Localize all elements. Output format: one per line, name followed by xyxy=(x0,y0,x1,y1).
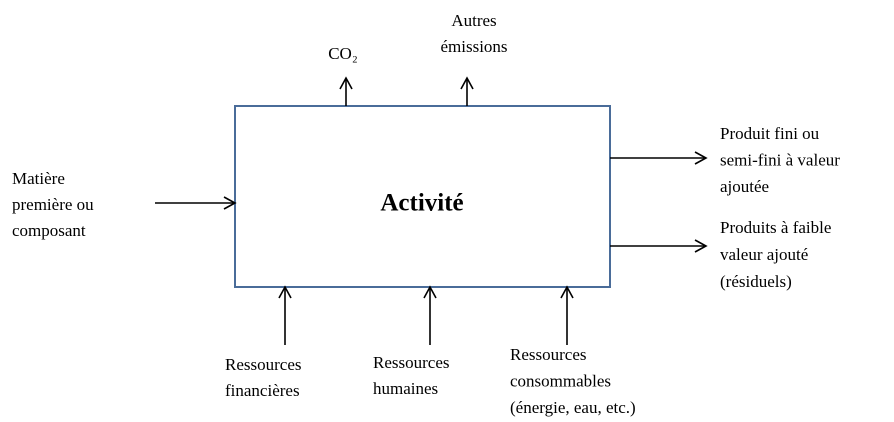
activity-label: Activité xyxy=(380,190,463,217)
label-line: semi-fini à valeur xyxy=(720,150,840,169)
label-line: Matière xyxy=(12,169,65,188)
label-line: composant xyxy=(12,221,86,240)
label-line: Autres xyxy=(451,11,496,30)
label-line: humaines xyxy=(373,379,438,398)
label-line: Ressources xyxy=(510,345,586,364)
label-line: consommables xyxy=(510,371,611,390)
activity-box xyxy=(234,105,611,288)
label-line: Produit fini ou xyxy=(720,124,820,143)
label-line: CO₂ xyxy=(328,44,358,63)
label-line: ajoutée xyxy=(720,177,769,196)
label-line: valeur ajouté xyxy=(720,245,808,264)
label-line: première ou xyxy=(12,195,94,214)
label-line: (énergie, eau, etc.) xyxy=(510,398,636,417)
label-line: émissions xyxy=(440,37,507,56)
label-line: (résiduels) xyxy=(720,272,792,291)
label-line: Ressources xyxy=(373,353,449,372)
label-line: financières xyxy=(225,381,300,400)
label-line: Produits à faible xyxy=(720,218,831,237)
label-line: Ressources xyxy=(225,355,301,374)
